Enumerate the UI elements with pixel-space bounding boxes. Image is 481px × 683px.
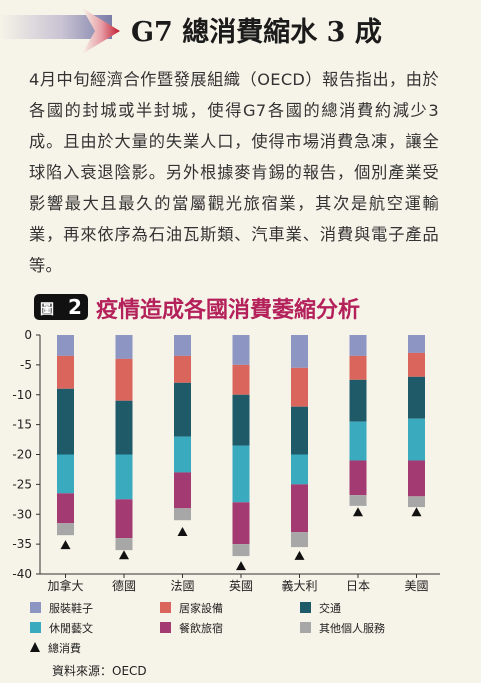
bar-segment-recreation [232, 445, 250, 503]
bar-segment-furnishing [349, 355, 367, 380]
legend-label-other: 其他個人服務 [319, 622, 385, 635]
article-paragraph: 4月中旬經濟合作暨發展組織（OECD）報告指出，由於各國的封城或半封城，使得G7… [29, 70, 439, 275]
bar-segment-clothing [174, 335, 191, 356]
figure-badge: 圖 2 [34, 294, 88, 320]
y-tick-label: -35 [12, 537, 32, 551]
bar-segment-other [408, 496, 425, 508]
bar-segment-restaurants [349, 460, 367, 496]
total-marker-triangle-icon [411, 507, 422, 517]
bar-segment-restaurants [115, 499, 133, 539]
bar-segment-transport [408, 376, 425, 419]
bar-segment-clothing [57, 335, 74, 356]
bar-segment-recreation [174, 436, 191, 473]
bar-segment-restaurants [232, 502, 250, 545]
bar-segment-recreation [291, 454, 308, 485]
figure-title: 疫情造成各國消費萎縮分析 [96, 298, 361, 323]
y-tick-label: -20 [12, 448, 32, 462]
y-tick-label: -30 [12, 507, 32, 521]
consumption-chart: 0 -5 -10 -15 -20 -25 -30 -35 -40 加拿大 德國 法國 英國 義大利 日本 美國 [12, 328, 440, 593]
legend-item-furnishing: 居家設備 [160, 600, 223, 616]
bar-segment-clothing [408, 335, 425, 353]
y-tick-label: -5 [20, 358, 32, 372]
bar-segment-transport [232, 394, 250, 446]
bar-segment-furnishing [232, 364, 250, 395]
legend-label-restaurants: 餐飲旅宿 [179, 622, 223, 635]
bar-segment-furnishing [291, 367, 308, 407]
bar-segment-other [349, 495, 367, 506]
legend-label-furnishing: 居家設備 [179, 602, 223, 615]
bar-segment-transport [115, 400, 133, 455]
bar-segment-clothing [115, 335, 133, 359]
bar-segment-clothing [232, 335, 250, 365]
x-tick-label: 法國 [170, 579, 194, 593]
legend-item-recreation: 休閒藝文 [30, 620, 93, 636]
total-marker-triangle-icon [236, 561, 246, 571]
legend-label-total: 總消費 [48, 642, 81, 655]
legend-swatch-other [300, 622, 311, 633]
x-tick-label: 加拿大 [47, 578, 83, 593]
figure-badge-number: 2 [68, 295, 82, 319]
legend-swatch-clothing [30, 602, 41, 613]
legend-triangle-icon [30, 642, 40, 652]
legend-swatch-restaurants [160, 622, 171, 633]
legend-item-restaurants: 餐飲旅宿 [160, 620, 223, 636]
legend-swatch-transport [300, 602, 311, 613]
header-banner-graphic [0, 8, 120, 54]
y-tick-label: -40 [12, 567, 32, 581]
bar-segment-clothing [349, 335, 367, 356]
bar-segment-furnishing [408, 352, 425, 377]
x-tick-label: 日本 [346, 579, 370, 593]
total-marker-triangle-icon [177, 527, 188, 537]
bar-segment-transport [174, 382, 191, 437]
bar-segment-clothing [291, 335, 308, 368]
legend-swatch-recreation [30, 622, 41, 633]
header: G7 總消費縮水 3 成 [0, 0, 481, 62]
bar-segment-other [232, 544, 250, 557]
total-marker-triangle-icon [294, 550, 305, 560]
legend-label-clothing: 服裝鞋子 [49, 602, 93, 615]
bar-segment-transport [291, 406, 308, 455]
bar-segment-recreation [408, 418, 425, 461]
bar-segment-restaurants [291, 484, 308, 533]
x-tick-label: 英國 [229, 579, 253, 593]
page-title: G7 總消費縮水 3 成 [131, 17, 382, 48]
legend-item-transport: 交通 [300, 600, 341, 616]
bar-segment-recreation [349, 421, 367, 461]
legend-item-total: 總消費 [30, 640, 81, 656]
bar-segment-furnishing [57, 355, 74, 389]
bar-segment-restaurants [408, 460, 425, 497]
y-tick-label: -25 [12, 477, 32, 491]
total-marker-triangle-icon [353, 507, 363, 517]
total-marker-triangle-icon [60, 540, 71, 550]
bar-segment-transport [57, 388, 74, 455]
bar-segment-furnishing [115, 358, 133, 401]
bar-segment-other [57, 523, 74, 536]
bar-segment-other [291, 532, 308, 548]
chart-legend: 服裝鞋子 居家設備 交通 休閒藝文 餐飲旅宿 其他個人服務 總消費 [30, 600, 470, 656]
bar-segment-other [174, 508, 191, 521]
legend-label-transport: 交通 [319, 602, 341, 615]
bar-segment-recreation [57, 454, 74, 494]
bar-segment-furnishing [174, 355, 191, 383]
x-tick-label: 美國 [404, 579, 428, 593]
source-note: 資料來源：OECD [52, 664, 147, 678]
total-marker-triangle-icon [119, 550, 129, 560]
x-tick-label: 德國 [112, 578, 136, 593]
bar-segment-recreation [115, 454, 133, 500]
bar-segment-transport [349, 379, 367, 422]
header-arrow-icon [82, 8, 120, 54]
y-tick-label: 0 [24, 328, 32, 342]
bar-segment-restaurants [57, 493, 74, 524]
legend-label-recreation: 休閒藝文 [49, 622, 93, 635]
figure-badge-label: 圖 [40, 302, 54, 318]
bar-segment-restaurants [174, 472, 191, 509]
legend-item-clothing: 服裝鞋子 [30, 600, 93, 616]
bar-segment-other [115, 538, 133, 551]
legend-swatch-furnishing [160, 602, 171, 613]
y-tick-label: -15 [12, 418, 32, 432]
x-tick-label: 義大利 [281, 578, 317, 593]
legend-item-other: 其他個人服務 [300, 620, 385, 636]
y-tick-label: -10 [12, 388, 32, 402]
